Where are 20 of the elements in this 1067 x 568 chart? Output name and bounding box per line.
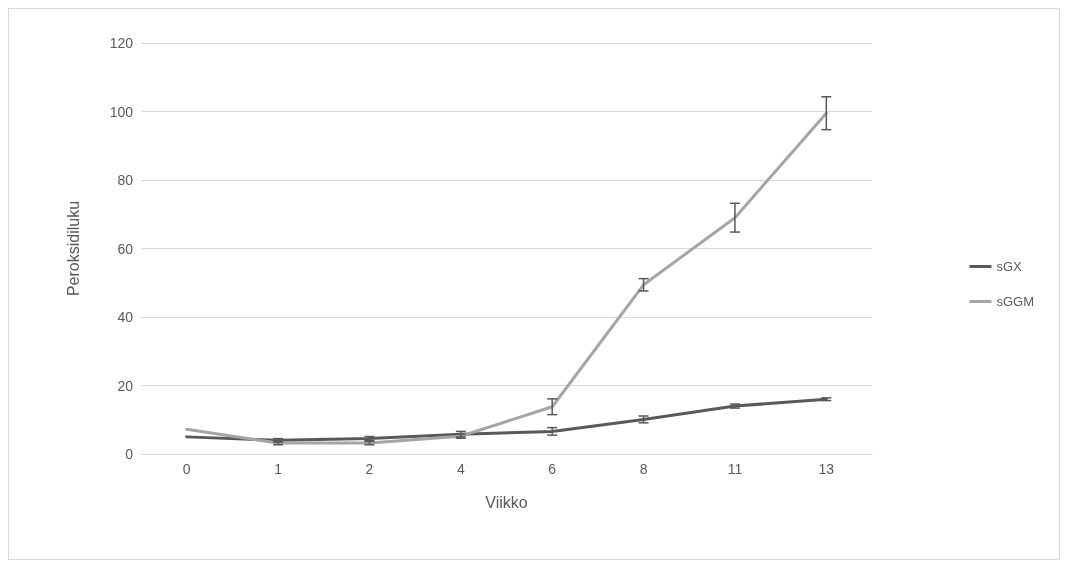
x-tick-label: 6 [548, 461, 557, 477]
line-series [185, 111, 828, 445]
x-tick-label: 1 [274, 461, 283, 477]
y-tick-label: 40 [117, 309, 134, 325]
x-tick-label: 11 [727, 461, 743, 477]
y-tick-label: 0 [125, 446, 134, 462]
x-axis-title: Viikko [485, 493, 528, 511]
x-tick-label: 2 [365, 461, 374, 477]
y-tick-label: 60 [117, 240, 134, 257]
y-tick-label: 80 [117, 172, 134, 188]
x-tick-label: 13 [818, 461, 835, 477]
x-tick-label: 0 [182, 461, 191, 477]
legend-label: sGX [996, 259, 1023, 274]
y-tick-label: 100 [109, 103, 134, 120]
legend-label: sGGM [996, 294, 1035, 309]
y-tick-label: 20 [117, 377, 134, 394]
x-tick-label: 4 [456, 461, 465, 477]
y-axis-title: Peroksidiluku [64, 200, 82, 297]
x-tick-label: 8 [639, 461, 648, 477]
y-tick-label: 120 [109, 35, 134, 51]
